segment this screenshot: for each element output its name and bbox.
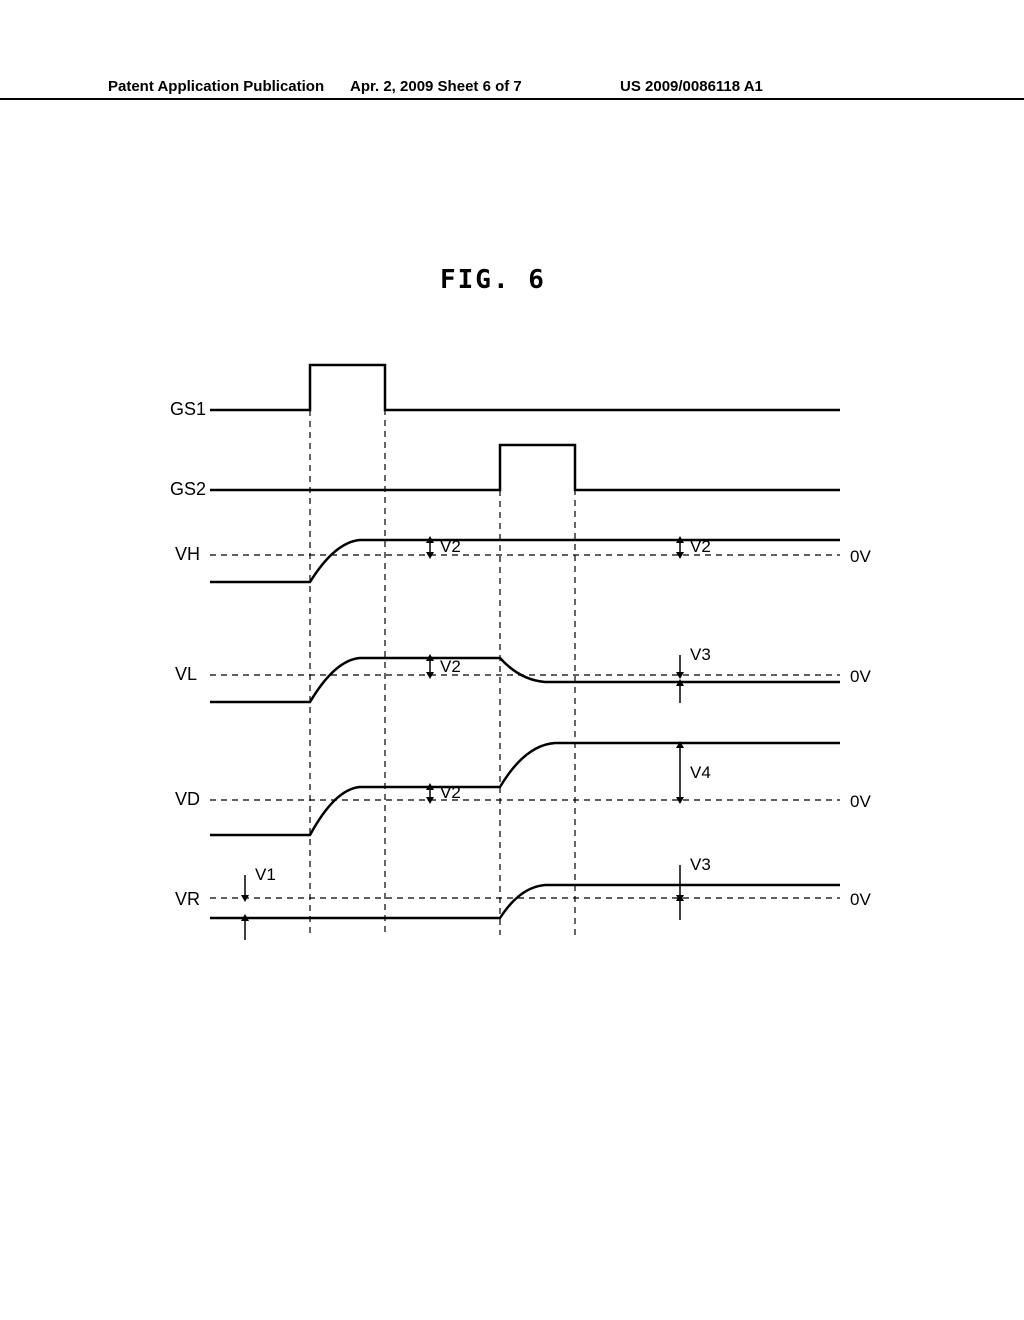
label-vd: VD	[175, 789, 200, 809]
signal-gs1	[210, 365, 840, 410]
label-gs1: GS1	[170, 399, 206, 419]
vl-v3-text: V3	[690, 645, 711, 664]
signal-vr	[210, 885, 840, 918]
vh-v2-text2: V2	[690, 537, 711, 556]
vr-zero: 0V	[850, 890, 871, 909]
vr-v3-text: V3	[690, 855, 711, 874]
signal-gs2	[210, 445, 840, 490]
label-vl: VL	[175, 664, 197, 684]
vd-v2-text: V2	[440, 783, 461, 802]
vd-zero: 0V	[850, 792, 871, 811]
signal-vh	[210, 540, 840, 582]
label-gs2: GS2	[170, 479, 206, 499]
signal-vl	[210, 658, 840, 702]
vh-zero: 0V	[850, 547, 871, 566]
label-vr: VR	[175, 889, 200, 909]
vr-v1-text: V1	[255, 865, 276, 884]
label-vh: VH	[175, 544, 200, 564]
signal-vd	[210, 743, 840, 835]
vl-zero: 0V	[850, 667, 871, 686]
timing-diagram: GS1 GS2 VH 0V V2 V2 VL 0V V2 V3 VD 0V V2…	[0, 0, 1024, 1320]
vh-v2-text1: V2	[440, 537, 461, 556]
vl-v2-text: V2	[440, 657, 461, 676]
vd-v4-text: V4	[690, 763, 711, 782]
